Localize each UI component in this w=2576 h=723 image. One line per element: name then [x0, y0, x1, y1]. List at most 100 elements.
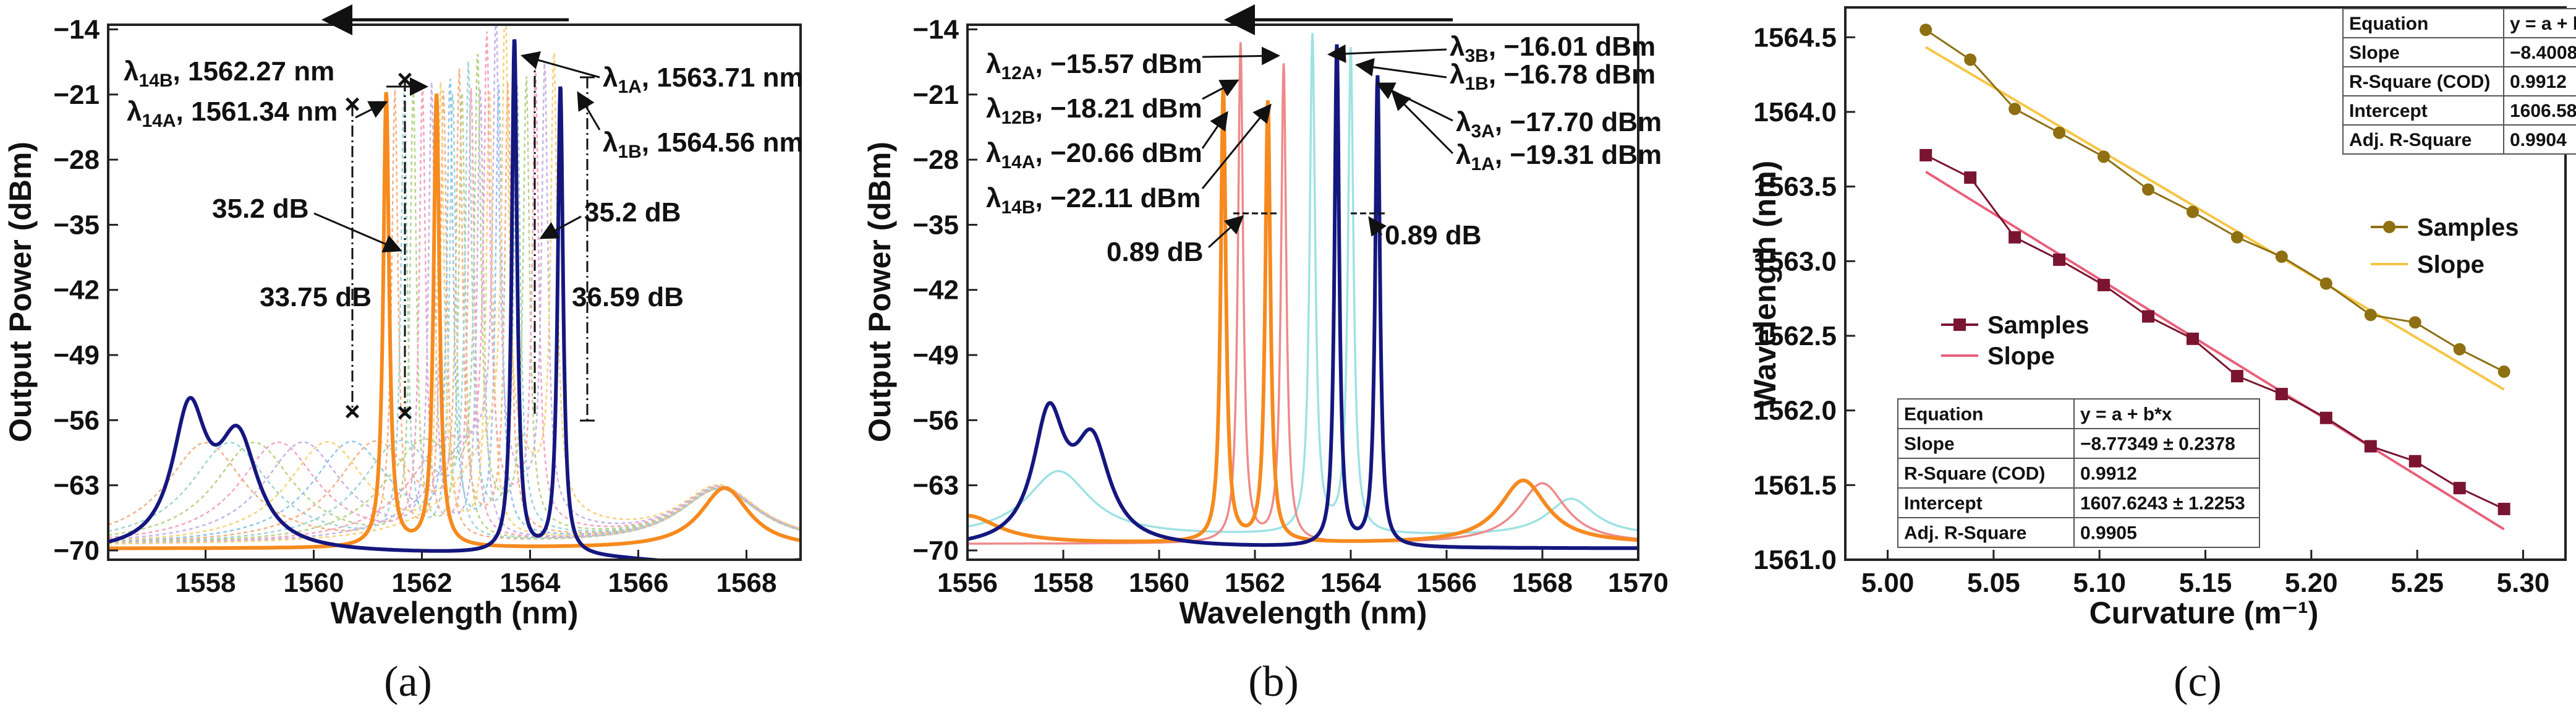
panel-a-spectra: [108, 39, 801, 560]
panel-b-ylabel: Output Power (dBm): [862, 142, 897, 442]
panel-a-ytick-label-8: −70: [53, 536, 100, 566]
panel-b-ytick-label-5: −49: [912, 340, 959, 370]
panel-b-label-l14a: λ14A, −20.66 dBm: [986, 138, 1202, 173]
panel-a-background-trace-9: [108, 54, 801, 544]
panel-a-label: (a): [384, 658, 432, 706]
panel-a-pointer-l14a: [355, 101, 388, 119]
panel-b-orange-spectrum: [967, 88, 1638, 544]
panel-b-xtick-label-4: 1564: [1320, 568, 1381, 598]
panel-c-point-1-5: [2141, 310, 2154, 323]
panel-c-point-0-10: [2364, 309, 2377, 322]
panel-b-spectra: [967, 33, 1638, 550]
panel-c-sample-line-0: [1925, 28, 2505, 373]
panel-b-label-l1a: λ1A, −19.31 dBm: [1456, 140, 1662, 174]
panel-a-ytick-label-0: −14: [53, 15, 100, 45]
panel-b-pointer-l3a: [1375, 82, 1453, 122]
panel-a-marker-x2: ×: [344, 396, 360, 427]
table-upper-cell-1-1: −8.4008 ± 0.2284: [2510, 43, 2576, 63]
table-lower-cell-0-0: Equation: [1904, 404, 1983, 425]
panel-a-dotted-background-spectra: [108, 25, 801, 545]
panel-b-ytick-label-6: −56: [912, 405, 959, 435]
panel-c-ytick-label-7: 1564.5: [1753, 22, 1837, 53]
panel-c-point-0-7: [2230, 231, 2243, 244]
legend-upper-slope: Slope: [2417, 251, 2485, 278]
panel-b-xtick-label-1: 1558: [1033, 568, 1094, 598]
table-upper-cell-3-1: 1606.5887 ± 1.1770: [2510, 101, 2576, 121]
panel-c-point-0-1: [1964, 53, 1977, 66]
panel-a-pointer-ext-right: [539, 215, 582, 239]
panel-a-ytick-label-2: −28: [53, 145, 100, 175]
panel-c-xtick-label-3: 5.15: [2179, 568, 2232, 598]
panel-b-pointer-l14a: [1201, 111, 1228, 149]
panel-c-xtick-label-6: 5.30: [2497, 568, 2550, 598]
panel-b-xtick-label-0: 1556: [937, 568, 998, 598]
panel-c-ytick-label-2: 1562.0: [1753, 396, 1837, 426]
panel-c-point-1-3: [2053, 253, 2066, 266]
panel-a-orange-spectrum: [108, 92, 801, 550]
panel-b-xtick-label-5: 1566: [1416, 568, 1477, 598]
table-lower-cell-3-0: Intercept: [1904, 494, 1983, 514]
table-upper-cell-3-0: Intercept: [2349, 101, 2428, 121]
panel-b-label-l14b: λ14B, −22.11 dBm: [986, 183, 1201, 218]
panel-a-ytick-label-7: −63: [53, 471, 100, 501]
panel-b-diff-right: 0.89 dB: [1385, 220, 1482, 250]
panel-a-label-l1b: λ1B, 1564.56 nm: [603, 127, 804, 162]
panel-c-point-0-5: [2141, 183, 2154, 196]
panel-a-background-trace-5: [108, 82, 801, 542]
panel-c-xtick-label-0: 5.00: [1861, 568, 1915, 598]
table-lower-cell-2-1: 0.9912: [2080, 464, 2137, 484]
panel-c-fit-lines: [1925, 46, 2505, 531]
panel-c-point-1-10: [2364, 440, 2377, 453]
table-upper-cell-2-1: 0.9912: [2510, 72, 2567, 92]
panel-c-point-0-9: [2319, 277, 2332, 290]
legend-lower-samples-marker: [1953, 319, 1966, 331]
panel-c-sample-line-1: [1925, 154, 2505, 510]
panel-b-ytick-label-8: −70: [912, 536, 959, 566]
panel-c-point-0-13: [2497, 365, 2510, 378]
panel-b: 1556 1558 1560 1562 1564 1566 1568 1570 −14 −21 −2…: [862, 4, 1668, 706]
panel-b-ytick-label-2: −28: [912, 145, 959, 175]
panel-c: 5.00 5.05 5.10 5.15 5.20 5.25 5.30 1561.0 1561.5…: [1748, 6, 2576, 706]
panel-b-ytick-label-7: −63: [912, 471, 959, 501]
panel-c-axes: 5.00 5.05 5.10 5.15 5.20 5.25 5.30 1561.0 1561.5…: [1753, 22, 2549, 598]
panel-b-axes: 1556 1558 1560 1562 1564 1566 1568 1570 −14 −21 −2…: [912, 15, 1668, 598]
panel-c-point-0-4: [2098, 150, 2111, 163]
panel-c-point-0-11: [2408, 316, 2421, 329]
table-lower-cell-0-1: y = a + b*x: [2080, 404, 2172, 425]
panel-b-xtick-label-3: 1562: [1225, 568, 1285, 598]
panel-b-pointer-l3b: [1327, 44, 1447, 63]
panel-b-cyan-spectrum: [967, 33, 1638, 534]
table-upper-cell-0-1: y = a + b*x: [2510, 14, 2576, 34]
panel-c-label: (c): [2174, 658, 2222, 706]
panel-a-background-trace-10: [108, 32, 801, 544]
panel-a-xtick-label-5: 1568: [716, 568, 777, 598]
legend-lower-samples: Samples: [1987, 312, 2089, 339]
panel-a-xtick-label-0: 1558: [176, 568, 236, 598]
panel-c-ytick-label-3: 1562.5: [1753, 321, 1837, 351]
table-upper-cell-2-0: R-Square (COD): [2349, 72, 2490, 92]
panel-b-frame: [966, 24, 1639, 561]
panel-a-pointer-ext-left: [313, 212, 402, 253]
panel-c-point-0-12: [2453, 343, 2466, 356]
panel-a-marker-x4: ×: [397, 398, 413, 428]
panel-b-xtick-label-6: 1568: [1512, 568, 1573, 598]
panel-c-point-0-0: [1919, 24, 1932, 36]
panel-b-pointer-l1b: [1355, 58, 1447, 79]
panel-b-pointer-l1a: [1391, 91, 1454, 155]
panel-a-marker-x3: ×: [397, 64, 413, 95]
panel-a-background-trace-2: [108, 92, 801, 539]
panel-a-xtick-label-4: 1566: [608, 568, 669, 598]
panel-c-point-1-13: [2497, 502, 2510, 515]
panel-c-point-1-4: [2098, 278, 2111, 291]
panel-c-ytick-label-0: 1561.0: [1753, 545, 1837, 575]
panel-a-xtick-label-1: 1560: [284, 568, 344, 598]
legend-upper-samples: Samples: [2417, 214, 2519, 241]
panel-c-point-1-11: [2408, 455, 2421, 468]
panel-b-diff-left: 0.89 dB: [1107, 237, 1204, 267]
table-lower-box: [1897, 398, 2260, 548]
panel-c-table-upper: Equation y = a + b*x Slope −8.4008 ± 0.2284…: [2342, 8, 2576, 155]
panel-a-navy-spectrum: [108, 39, 801, 560]
panel-c-point-0-2: [2009, 103, 2021, 116]
panel-b-label-l3a: λ3A, −17.70 dBm: [1456, 107, 1662, 142]
